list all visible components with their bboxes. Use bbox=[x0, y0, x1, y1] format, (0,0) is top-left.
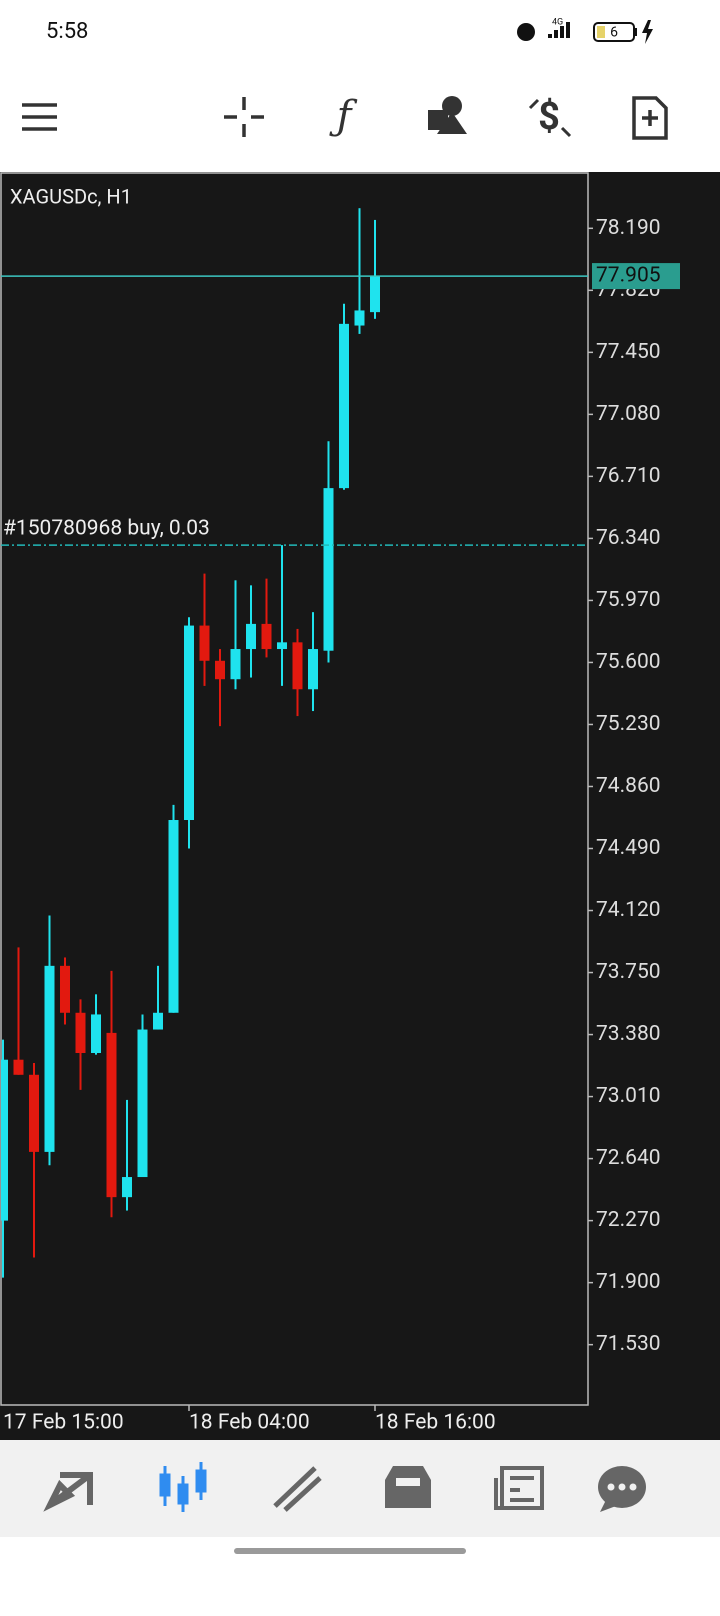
candle-body bbox=[230, 649, 241, 680]
y-tick-label: 72.640 bbox=[596, 1146, 661, 1170]
candle-body bbox=[339, 323, 349, 489]
candle-body bbox=[13, 1059, 24, 1075]
y-tick-label: 75.600 bbox=[596, 650, 661, 674]
candle-body bbox=[122, 1177, 132, 1198]
history-tab[interactable] bbox=[385, 1466, 431, 1508]
chart-background bbox=[0, 172, 720, 1440]
objects-button[interactable] bbox=[428, 96, 467, 134]
indicators-button[interactable]: ƒ bbox=[329, 93, 358, 139]
svg-text:$: $ bbox=[538, 95, 560, 139]
candle-body bbox=[75, 1012, 86, 1053]
candle-body bbox=[29, 1074, 39, 1152]
status-icons: 4G bbox=[517, 17, 653, 44]
candle-body bbox=[277, 642, 287, 650]
candle-body bbox=[60, 965, 70, 1013]
quotes-tab[interactable] bbox=[43, 1472, 93, 1512]
candle-body bbox=[354, 310, 365, 326]
y-tick-label: 75.230 bbox=[596, 712, 661, 736]
candle-body bbox=[44, 965, 55, 1152]
candle-body bbox=[308, 649, 318, 690]
bid-label-box bbox=[592, 263, 680, 290]
candle-body bbox=[137, 1029, 148, 1178]
bid-label: 77.905 bbox=[596, 264, 661, 288]
candle-body bbox=[292, 642, 303, 690]
trade-tab[interactable] bbox=[273, 1466, 322, 1512]
toolbar: ƒ $ bbox=[22, 93, 668, 140]
y-tick-label: 76.710 bbox=[596, 464, 661, 488]
y-tick-label: 76.340 bbox=[596, 526, 661, 550]
x-tick-label: 18 Feb 16:00 bbox=[375, 1411, 496, 1435]
candle-body bbox=[106, 1032, 117, 1198]
candle-body bbox=[370, 276, 380, 313]
x-tick-label: 18 Feb 04:00 bbox=[189, 1411, 310, 1435]
candle-body bbox=[199, 625, 210, 661]
home-indicator bbox=[234, 1548, 466, 1554]
crosshair-button[interactable] bbox=[224, 97, 264, 137]
candle-body bbox=[153, 1012, 163, 1030]
order-label: #150780968 buy, 0.03 bbox=[3, 517, 210, 541]
candle-body bbox=[91, 1014, 101, 1053]
y-tick-label: 77.080 bbox=[596, 402, 661, 426]
trade-button[interactable]: $ bbox=[528, 95, 572, 139]
y-tick-label: 77.450 bbox=[596, 340, 661, 364]
y-tick-label: 75.970 bbox=[596, 588, 661, 612]
axes: 78.19077.82077.45077.08076.71076.34075.9… bbox=[3, 216, 680, 1435]
y-tick-label: 74.860 bbox=[596, 774, 661, 798]
candle-body bbox=[1, 1059, 8, 1221]
candle-body bbox=[215, 660, 225, 680]
y-tick-label: 74.120 bbox=[596, 898, 661, 922]
battery-level: 6 bbox=[610, 25, 618, 41]
x-tick-label: 17 Feb 15:00 bbox=[3, 1411, 124, 1435]
svg-text:ƒ: ƒ bbox=[329, 93, 358, 139]
y-tick-label: 72.270 bbox=[596, 1208, 661, 1232]
plot-frame bbox=[0, 172, 589, 1406]
plot bbox=[1, 208, 588, 1278]
y-tick-label: 71.530 bbox=[596, 1332, 661, 1356]
menu-button[interactable] bbox=[22, 103, 57, 131]
chat-tab[interactable] bbox=[598, 1466, 646, 1512]
candle-body bbox=[323, 488, 334, 651]
chart-title: XAGUSDc, H1 bbox=[10, 184, 132, 208]
y-tick-label: 71.900 bbox=[596, 1270, 661, 1294]
y-tick-label: 73.380 bbox=[596, 1022, 661, 1046]
y-tick-label: 78.190 bbox=[596, 216, 661, 240]
candle-body bbox=[168, 820, 179, 1013]
y-tick-label: 73.010 bbox=[596, 1084, 661, 1108]
y-tick-label: 74.490 bbox=[596, 836, 661, 860]
candle-body bbox=[246, 623, 256, 650]
new-order-button[interactable] bbox=[632, 96, 668, 140]
svg-text:4G: 4G bbox=[552, 17, 563, 27]
candle-body bbox=[261, 623, 272, 650]
nav-icons bbox=[43, 1462, 646, 1512]
chart-tab[interactable] bbox=[159, 1462, 207, 1512]
clock: 5:58 bbox=[46, 19, 88, 44]
y-tick-label: 73.750 bbox=[596, 960, 661, 984]
news-tab[interactable] bbox=[494, 1466, 544, 1510]
candle-body bbox=[184, 625, 194, 821]
